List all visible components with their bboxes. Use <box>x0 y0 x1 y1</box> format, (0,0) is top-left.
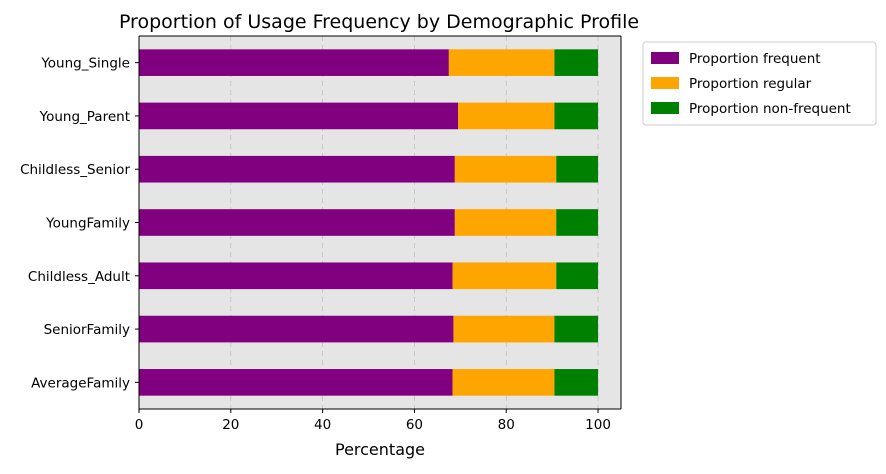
x-tick-label: 80 <box>498 417 515 433</box>
bar-regular <box>452 262 557 290</box>
x-tick-label: 40 <box>314 417 331 433</box>
bar-non-frequent <box>556 209 599 236</box>
bar-frequent <box>139 315 454 343</box>
y-tick-label: Childless_Adult <box>28 269 130 285</box>
bar-regular <box>458 102 555 130</box>
bar-frequent <box>139 209 455 236</box>
x-tick-label: 100 <box>585 417 611 433</box>
bar-regular <box>453 315 555 343</box>
bar-frequent <box>139 155 455 183</box>
chart-title: Proportion of Usage Frequency by Demogra… <box>119 11 639 33</box>
legend-swatch <box>651 77 679 89</box>
bar-frequent <box>139 262 453 290</box>
x-axis-title: Percentage <box>335 440 425 459</box>
bar-regular <box>452 369 555 396</box>
y-tick-label: Young_Parent <box>39 109 130 125</box>
y-tick-label: Childless_Senior <box>20 162 130 178</box>
bars <box>139 49 599 396</box>
x-axis: 0 20 40 60 80 100 <box>135 35 622 433</box>
bar-frequent <box>139 102 459 130</box>
y-tick-label: AverageFamily <box>31 375 130 391</box>
grid-lines <box>230 36 599 409</box>
legend-label: Proportion regular <box>689 76 812 92</box>
y-tick-label: YoungFamily <box>45 216 130 232</box>
bar-regular <box>454 155 557 183</box>
bar-non-frequent <box>556 155 599 183</box>
bar-frequent <box>139 369 453 396</box>
legend-box <box>642 41 877 126</box>
y-axis: Young_Single Young_Parent Childless_Senior… <box>20 36 140 409</box>
bar-regular <box>448 49 555 76</box>
bar-regular <box>454 209 557 236</box>
y-tick-label: Young_Single <box>40 56 130 72</box>
legend[interactable]: Proportion frequent Proportion regular Pro… <box>642 41 877 126</box>
y-tick-label: SeniorFamily <box>44 322 130 338</box>
x-tick-label: 20 <box>222 417 239 433</box>
bar-frequent <box>139 49 449 76</box>
legend-label: Proportion frequent <box>689 51 821 67</box>
legend-swatch <box>651 52 679 64</box>
bar-non-frequent <box>554 315 599 343</box>
x-tick-label: 60 <box>406 417 423 433</box>
x-tick-label: 0 <box>135 417 144 433</box>
legend-swatch <box>651 102 679 114</box>
bar-non-frequent <box>556 262 599 290</box>
bar-non-frequent <box>554 102 599 130</box>
bar-non-frequent <box>554 49 599 76</box>
bar-non-frequent <box>554 369 599 396</box>
legend-label: Proportion non-frequent <box>689 101 851 117</box>
